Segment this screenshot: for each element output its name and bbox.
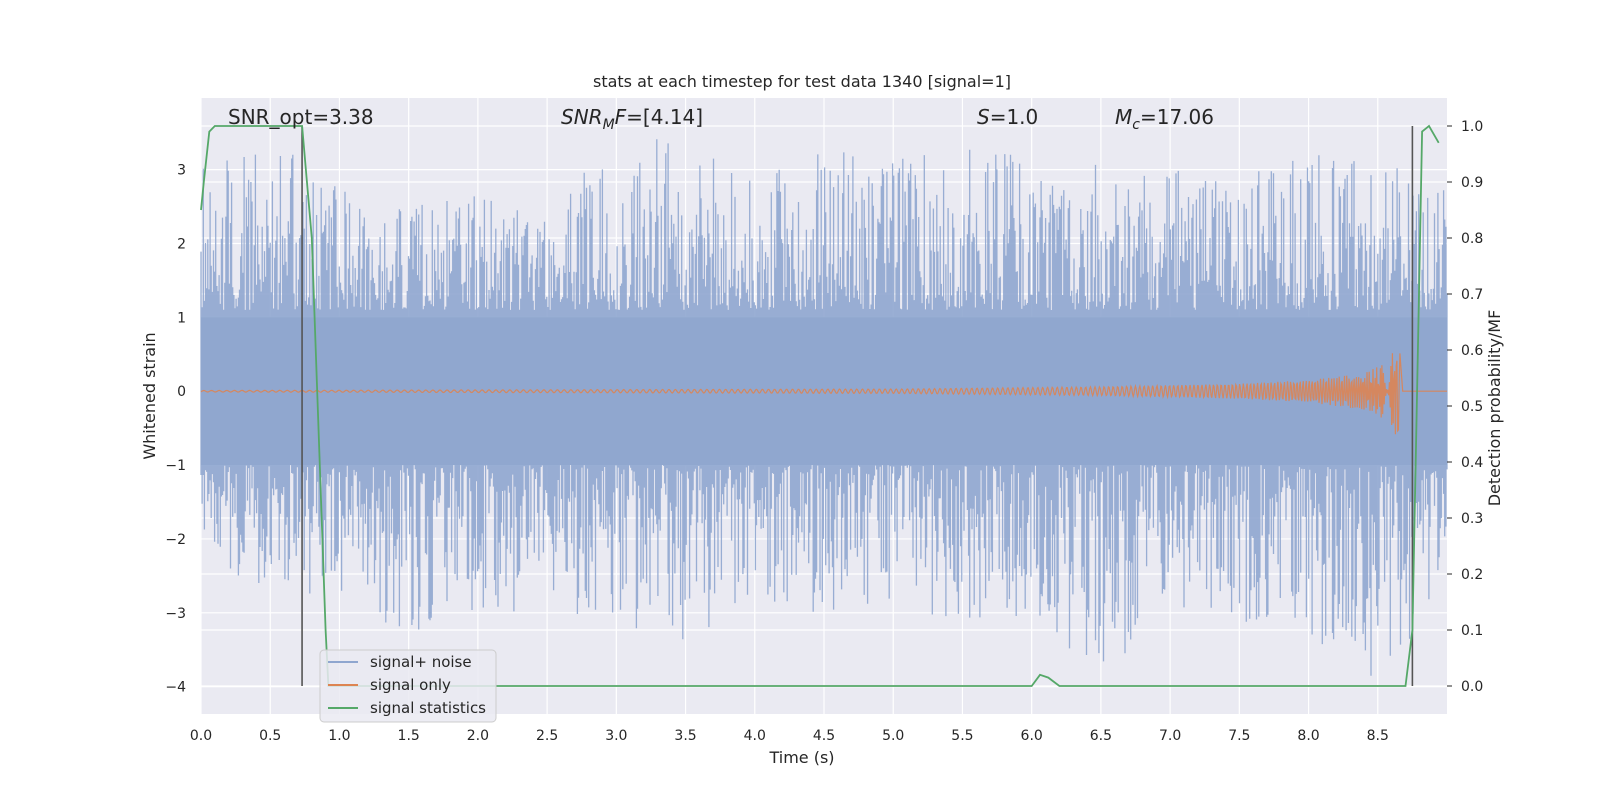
series-signal-statistics (200, 124, 1440, 687)
x-tick-label: 3.5 (674, 728, 696, 744)
x-tick-label: 6.0 (1021, 728, 1043, 744)
y2-tick-label: 0.2 (1461, 567, 1483, 583)
signal-trace (200, 353, 1447, 435)
y-tick-label: −4 (165, 680, 186, 696)
x-tick-label: 2.5 (536, 728, 558, 744)
annotation-mc-symbol: M (1115, 105, 1132, 129)
y2-tick-label: 0.1 (1461, 623, 1483, 639)
annotation-mc: Mc=17.06 (1115, 105, 1214, 133)
y2-tick-label: 0.5 (1461, 399, 1483, 415)
x-tick-label: 0.5 (259, 728, 281, 744)
x-tick-label: 4.5 (813, 728, 835, 744)
x-tick-label: 8.0 (1297, 728, 1319, 744)
x-tick-label: 0.0 (190, 728, 212, 744)
annotation-s-value: =1.0 (990, 105, 1039, 129)
y2-axis-title: Detection probability/MF (1485, 310, 1504, 507)
x-tick-label: 1.5 (398, 728, 420, 744)
plot-area (200, 124, 1448, 687)
annotation-snr-mf-f: F (615, 105, 627, 129)
y-tick-label: −2 (165, 532, 186, 548)
annotation-mc-subscript: c (1132, 117, 1140, 133)
x-tick-label: 2.0 (467, 728, 489, 744)
x-axis-title: Time (s) (768, 748, 834, 767)
y-tick-label: −1 (165, 458, 186, 474)
annotation-snr-opt: SNR_opt=3.38 (228, 105, 374, 129)
annotation-s: S=1.0 (977, 105, 1038, 129)
y-tick-label: 2 (177, 237, 186, 253)
x-tick-label: 1.0 (328, 728, 350, 744)
y-tick-label: 0 (177, 384, 186, 400)
y2-tick-label: 0.0 (1461, 679, 1483, 695)
statistics-trace (200, 124, 1440, 687)
chart-title: stats at each timestep for test data 134… (593, 72, 1011, 91)
y2-tick-label: 0.4 (1461, 455, 1483, 471)
annotation-mc-value: =17.06 (1140, 105, 1214, 129)
y-tick-label: −3 (165, 606, 186, 622)
x-tick-label: 8.5 (1367, 728, 1389, 744)
y2-tick-label: 1.0 (1461, 119, 1483, 135)
x-tick-label: 5.0 (882, 728, 904, 744)
x-tick-label: 7.5 (1228, 728, 1250, 744)
y-axis-left: 3 2 1 0 −1 −2 −3 −4 (165, 163, 186, 696)
x-tick-label: 7.0 (1159, 728, 1181, 744)
x-tick-label: 4.0 (744, 728, 766, 744)
y-tick-label: 1 (177, 310, 186, 326)
legend-label-signal: signal only (370, 676, 451, 694)
y2-tick-label: 0.3 (1461, 511, 1483, 527)
annotation-snr-mf-sub: M (603, 117, 615, 133)
y-tick-label: 3 (177, 163, 186, 179)
annotation-snr-mf-main: SNR (561, 105, 603, 129)
legend-label-noise: signal+ noise (370, 653, 472, 671)
x-tick-label: 6.5 (1090, 728, 1112, 744)
x-tick-label: 5.5 (951, 728, 973, 744)
y2-tick-label: 0.7 (1461, 287, 1483, 303)
y-axis-right: 1.0 0.9 0.8 0.7 0.6 0.5 0.4 0.3 0.2 0.1 0.0 (1447, 119, 1483, 695)
y2-tick-label: 0.8 (1461, 231, 1483, 247)
series-signal-only (200, 353, 1447, 435)
annotation-snr-mf: SNRMF=[4.14] (561, 105, 703, 133)
legend-label-stat: signal statistics (370, 699, 486, 717)
legend: signal+ noise signal only signal statist… (319, 649, 497, 723)
y2-tick-label: 0.9 (1461, 175, 1483, 191)
legend-box (319, 649, 497, 723)
x-tick-label: 3.0 (605, 728, 627, 744)
x-axis: 0.0 0.5 1.0 1.5 2.0 2.5 3.0 3.5 4.0 4.5 5.0 5.5 6.0 6… (190, 728, 1389, 744)
y-axis-title: Whitened strain (140, 332, 159, 459)
annotation-snr-mf-value: =[4.14] (626, 105, 703, 129)
y2-tick-label: 0.6 (1461, 343, 1483, 359)
annotation-s-symbol: S (977, 105, 990, 129)
